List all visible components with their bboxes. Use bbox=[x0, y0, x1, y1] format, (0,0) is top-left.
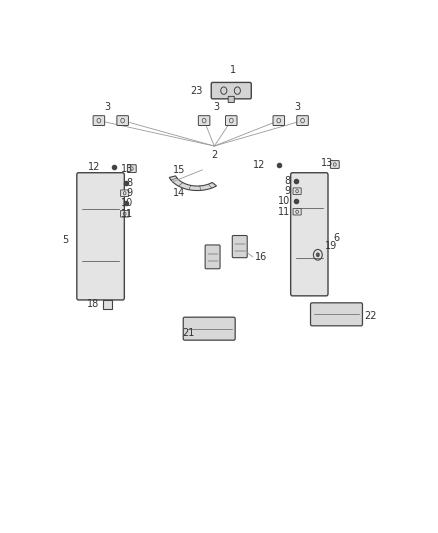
FancyBboxPatch shape bbox=[226, 116, 237, 126]
Text: 22: 22 bbox=[365, 311, 377, 321]
FancyBboxPatch shape bbox=[228, 96, 234, 102]
Text: 18: 18 bbox=[87, 299, 99, 309]
Polygon shape bbox=[169, 176, 216, 190]
Text: 10: 10 bbox=[120, 198, 133, 208]
Text: 9: 9 bbox=[127, 188, 133, 198]
Text: 8: 8 bbox=[127, 178, 133, 188]
FancyBboxPatch shape bbox=[117, 116, 128, 126]
Text: 8: 8 bbox=[285, 176, 291, 186]
Text: 15: 15 bbox=[173, 165, 185, 175]
Text: 21: 21 bbox=[182, 328, 194, 338]
FancyBboxPatch shape bbox=[293, 208, 301, 215]
Text: 11: 11 bbox=[279, 207, 291, 217]
FancyBboxPatch shape bbox=[120, 190, 129, 197]
Text: 5: 5 bbox=[62, 236, 68, 245]
FancyBboxPatch shape bbox=[291, 173, 328, 296]
FancyBboxPatch shape bbox=[77, 173, 124, 300]
Text: 12: 12 bbox=[253, 159, 265, 169]
FancyBboxPatch shape bbox=[127, 165, 136, 173]
Text: 3: 3 bbox=[104, 102, 110, 112]
FancyBboxPatch shape bbox=[232, 236, 247, 257]
Text: 23: 23 bbox=[190, 86, 202, 95]
FancyBboxPatch shape bbox=[330, 160, 339, 168]
FancyBboxPatch shape bbox=[311, 303, 363, 326]
FancyBboxPatch shape bbox=[198, 116, 210, 126]
FancyBboxPatch shape bbox=[205, 245, 220, 269]
Text: 11: 11 bbox=[120, 209, 133, 219]
Bar bbox=[102, 300, 112, 309]
Text: 12: 12 bbox=[88, 161, 101, 172]
Text: 10: 10 bbox=[279, 197, 291, 206]
Text: 16: 16 bbox=[255, 252, 267, 262]
Text: 1: 1 bbox=[230, 66, 236, 76]
Text: 3: 3 bbox=[213, 102, 219, 112]
Text: 9: 9 bbox=[285, 186, 291, 196]
FancyBboxPatch shape bbox=[211, 83, 251, 99]
Text: 14: 14 bbox=[173, 188, 185, 198]
Circle shape bbox=[316, 253, 320, 257]
Text: 13: 13 bbox=[120, 164, 133, 174]
FancyBboxPatch shape bbox=[273, 116, 285, 126]
FancyBboxPatch shape bbox=[93, 116, 105, 126]
FancyBboxPatch shape bbox=[120, 211, 129, 217]
Text: 6: 6 bbox=[333, 233, 339, 244]
FancyBboxPatch shape bbox=[297, 116, 308, 126]
Text: 13: 13 bbox=[321, 158, 333, 168]
FancyBboxPatch shape bbox=[183, 317, 235, 340]
FancyBboxPatch shape bbox=[293, 188, 301, 195]
Text: 3: 3 bbox=[294, 102, 300, 112]
Text: 2: 2 bbox=[211, 150, 217, 160]
Text: 19: 19 bbox=[325, 241, 337, 251]
